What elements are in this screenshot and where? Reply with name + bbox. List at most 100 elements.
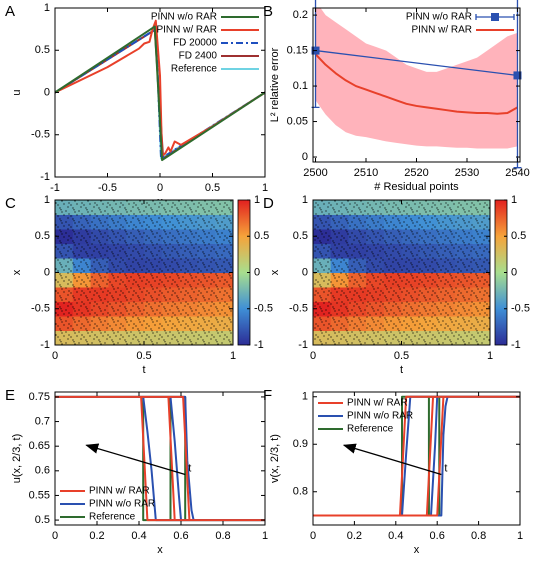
x-axis-label: t: [400, 364, 403, 376]
series-line: [314, 53, 518, 115]
series-line: [55, 395, 265, 522]
colorbar-tick-label: 0: [254, 266, 260, 278]
x-tick-label: 0.8: [471, 530, 486, 542]
panel-letter: C: [5, 195, 16, 212]
legend-label: Reference: [171, 64, 218, 75]
x-tick-label: 0.4: [131, 530, 146, 542]
plot-frame: [54, 391, 266, 526]
plot-area: [313, 395, 520, 517]
y-tick-label: -0.5: [31, 303, 50, 315]
y-tick-label: 0.7: [35, 415, 50, 427]
x-tick-label: 0.5: [394, 350, 409, 362]
y-tick-label: 0.9: [293, 438, 308, 450]
y-tick-label: 0.55: [29, 489, 50, 501]
legend-label: PINN w/ RAR: [411, 25, 472, 36]
y-tick-label: 1: [302, 391, 308, 403]
y-tick-label: 0.5: [35, 44, 50, 56]
colorbar-tick-label: -1: [511, 339, 521, 351]
y-tick-label: 0.15: [287, 44, 308, 56]
x-axis-label: x: [157, 544, 163, 556]
series-line: [313, 395, 520, 517]
x-tick-label: 2510: [354, 167, 378, 179]
x-tick-label: 0.6: [173, 530, 188, 542]
panel-letter: D: [263, 195, 274, 212]
panel-letter: E: [5, 387, 15, 404]
plot-frame: [312, 391, 521, 526]
legend-label: FD 20000: [173, 38, 217, 49]
y-tick-label: 0.05: [287, 115, 308, 127]
legend-label: PINN w/ RAR: [156, 25, 217, 36]
panel-letter: B: [263, 3, 273, 20]
legend-swatch-marker: [491, 13, 499, 21]
x-tick-label: -0.5: [98, 182, 117, 194]
error-band: [315, 8, 518, 149]
y-tick-label: 0.5: [293, 230, 308, 242]
legend-label: PINN w/ RAR: [89, 486, 150, 497]
legend-label: Reference: [89, 512, 136, 523]
x-tick-label: 1: [487, 350, 493, 362]
y-axis-label: L² relative error: [269, 47, 281, 122]
x-tick-label: 0.4: [388, 530, 403, 542]
x-tick-label: 0: [310, 350, 316, 362]
x-tick-label: 0: [310, 530, 316, 542]
legend-label: PINN w/ RAR: [347, 398, 408, 409]
x-tick-label: 0.2: [347, 530, 362, 542]
panel-letter: A: [5, 3, 15, 20]
x-tick-label: 1: [517, 530, 523, 542]
series-line: [315, 49, 518, 77]
legend-label: PINN w/o RAR: [151, 12, 217, 23]
x-tick-label: 0.8: [215, 530, 230, 542]
residual-points: [313, 200, 490, 345]
marker: [513, 71, 522, 80]
x-tick-label: 0.2: [89, 530, 104, 542]
y-axis-label: u: [11, 89, 23, 95]
x-tick-label: 0: [52, 350, 58, 362]
y-tick-label: 0.1: [293, 80, 308, 92]
y-tick-label: 1: [302, 194, 308, 206]
residual-points: [55, 200, 233, 345]
x-axis-label: x: [414, 544, 420, 556]
series-line: [55, 395, 265, 522]
series-line: [55, 395, 265, 522]
plot-area: [314, 8, 518, 149]
colorbar-tick-label: 0: [511, 266, 517, 278]
annotation-arrow: [342, 443, 442, 476]
panel: B # Residual points L² relative error PINN …: [263, 0, 530, 193]
x-tick-label: 2520: [404, 167, 428, 179]
y-tick-label: -0.5: [289, 303, 308, 315]
colorbar-tick-label: 1: [511, 194, 517, 206]
y-tick-label: 0.2: [293, 9, 308, 21]
series-line: [313, 395, 520, 517]
colorbar-tick-label: -1: [254, 339, 264, 351]
x-tick-label: 0.6: [430, 530, 445, 542]
legend-label: PINN w/o RAR: [406, 12, 472, 23]
series-line: [55, 25, 265, 162]
series-line: [55, 19, 265, 157]
y-tick-label: 0.65: [29, 440, 50, 452]
x-axis-label: t: [142, 364, 145, 376]
x-tick-label: 0: [157, 182, 163, 194]
plot-area: [55, 395, 265, 522]
annotation: t: [188, 462, 191, 474]
x-axis-label: # Residual points: [374, 181, 459, 193]
x-tick-label: 0: [52, 530, 58, 542]
x-tick-label: -1: [50, 182, 60, 194]
legend-label: PINN w/o RAR: [347, 411, 413, 422]
colorbar-tick-label: 0.5: [511, 230, 526, 242]
annotation: t: [444, 462, 447, 474]
y-tick-label: 0: [302, 151, 308, 163]
x-tick-label: 2540: [505, 167, 529, 179]
annotation-arrow: [85, 443, 186, 476]
y-tick-label: 0: [44, 86, 50, 98]
x-tick-label: 0.5: [136, 350, 151, 362]
x-tick-label: 1: [230, 350, 236, 362]
x-tick-label: 2530: [455, 167, 479, 179]
y-axis-label: u(x, 2/3, t): [11, 434, 23, 484]
y-axis-label: x: [269, 269, 281, 275]
y-tick-label: -1: [40, 339, 50, 351]
x-tick-label: 2500: [303, 167, 327, 179]
legend-label: FD 2400: [179, 51, 218, 62]
y-tick-label: -1: [298, 339, 308, 351]
